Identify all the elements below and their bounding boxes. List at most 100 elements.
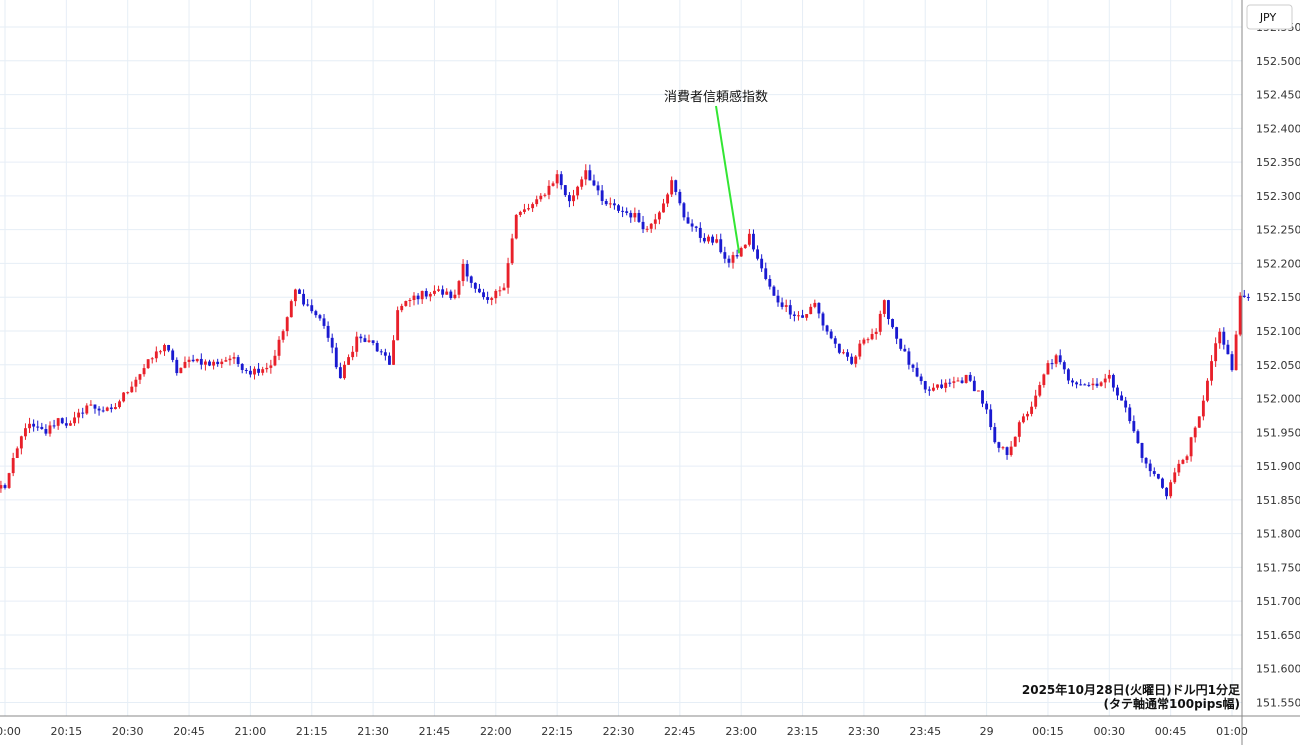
candle-body [572, 195, 575, 202]
candle-body [547, 185, 551, 195]
annotation-label: 消費者信頼感指数 [664, 89, 768, 105]
candle-body [1103, 378, 1107, 383]
candle-body [1034, 395, 1038, 407]
candle-body [244, 369, 248, 371]
candle-body [191, 359, 195, 362]
candle-body [261, 369, 265, 373]
candle-body [277, 339, 281, 356]
candle-body [674, 180, 678, 192]
candle-body [326, 325, 330, 338]
candle-body [923, 381, 927, 390]
candle-body [1226, 344, 1230, 355]
candle-body [588, 170, 592, 181]
candle-body [1111, 374, 1115, 388]
candle-body [404, 301, 408, 306]
candle-body [919, 376, 923, 382]
y-tick-label: 152.150 [1256, 291, 1300, 304]
candle-body [1185, 456, 1189, 460]
x-tick-label: 22:45 [664, 725, 696, 738]
y-tick-label: 151.850 [1256, 494, 1300, 507]
candle-body [73, 417, 76, 424]
y-tick-label: 151.900 [1256, 460, 1300, 473]
candle-body [465, 263, 469, 277]
candle-body [52, 425, 56, 427]
candle-body [257, 368, 261, 373]
grid-lines [0, 0, 1242, 716]
candle-body [927, 389, 931, 391]
candle-body [776, 295, 780, 303]
candle-body [850, 356, 854, 364]
candle-body [469, 276, 473, 283]
candle-body [1169, 482, 1173, 497]
candle-body [653, 219, 657, 224]
candle-body [1189, 437, 1193, 457]
candle-body [678, 191, 682, 204]
candle-body [522, 209, 526, 212]
candle-body [625, 211, 629, 213]
candle-body [154, 351, 158, 359]
candle-body [882, 300, 886, 314]
candle-body [551, 183, 555, 186]
candle-body [866, 339, 870, 341]
candle-body [821, 313, 825, 326]
candle-body [408, 299, 412, 302]
y-tick-label: 152.500 [1256, 55, 1300, 68]
candle-body [416, 295, 420, 300]
candle-body [666, 194, 670, 204]
candle-body [641, 221, 645, 230]
candle-body [285, 317, 289, 332]
candle-body [248, 370, 252, 375]
candle-body [981, 390, 984, 404]
candle-body [670, 180, 674, 195]
candle-body [825, 325, 829, 332]
candle-body [359, 336, 363, 339]
candle-body [347, 357, 350, 365]
candle-body [1234, 334, 1238, 371]
candle-body [289, 301, 293, 318]
candle-body [690, 223, 694, 227]
candle-body [1173, 472, 1177, 483]
candle-body [764, 268, 768, 279]
candle-body [563, 185, 567, 196]
candle-body [7, 473, 11, 488]
candle-body [216, 361, 220, 365]
candle-body [1071, 380, 1074, 383]
candle-body [236, 357, 240, 364]
candle-body [367, 340, 371, 342]
candle-body [952, 381, 956, 383]
candle-body [931, 387, 935, 391]
y-tick-label: 151.650 [1256, 629, 1300, 642]
candle-body [314, 311, 318, 316]
candle-body [1087, 384, 1091, 386]
candle-body [428, 293, 432, 297]
candle-body [158, 351, 162, 353]
candle-body [752, 233, 755, 250]
candle-body [199, 358, 203, 365]
candle-body [510, 238, 514, 264]
candle-body [60, 418, 64, 424]
candle-body [126, 392, 130, 394]
candle-body [1148, 463, 1152, 472]
candle-body [28, 423, 31, 429]
candle-body [968, 374, 972, 381]
candle-body [956, 380, 960, 382]
candle-body [1005, 447, 1009, 455]
candle-body [1050, 363, 1054, 365]
y-tick-label: 151.700 [1256, 595, 1300, 608]
candle-body [747, 233, 751, 245]
x-tick-label: 00:45 [1155, 725, 1187, 738]
candle-body [899, 338, 903, 349]
candle-body [1193, 427, 1197, 438]
candle-body [396, 310, 400, 341]
candle-body [584, 170, 588, 180]
candle-body [649, 223, 653, 229]
candle-body [1026, 413, 1029, 417]
candle-body [388, 355, 391, 365]
x-tick-label: 23:15 [787, 725, 819, 738]
candle-body [727, 258, 731, 263]
candle-body [265, 367, 269, 370]
candle-body [608, 203, 612, 205]
candle-body [424, 290, 428, 297]
candle-body [334, 347, 338, 368]
candle-body [449, 291, 453, 299]
